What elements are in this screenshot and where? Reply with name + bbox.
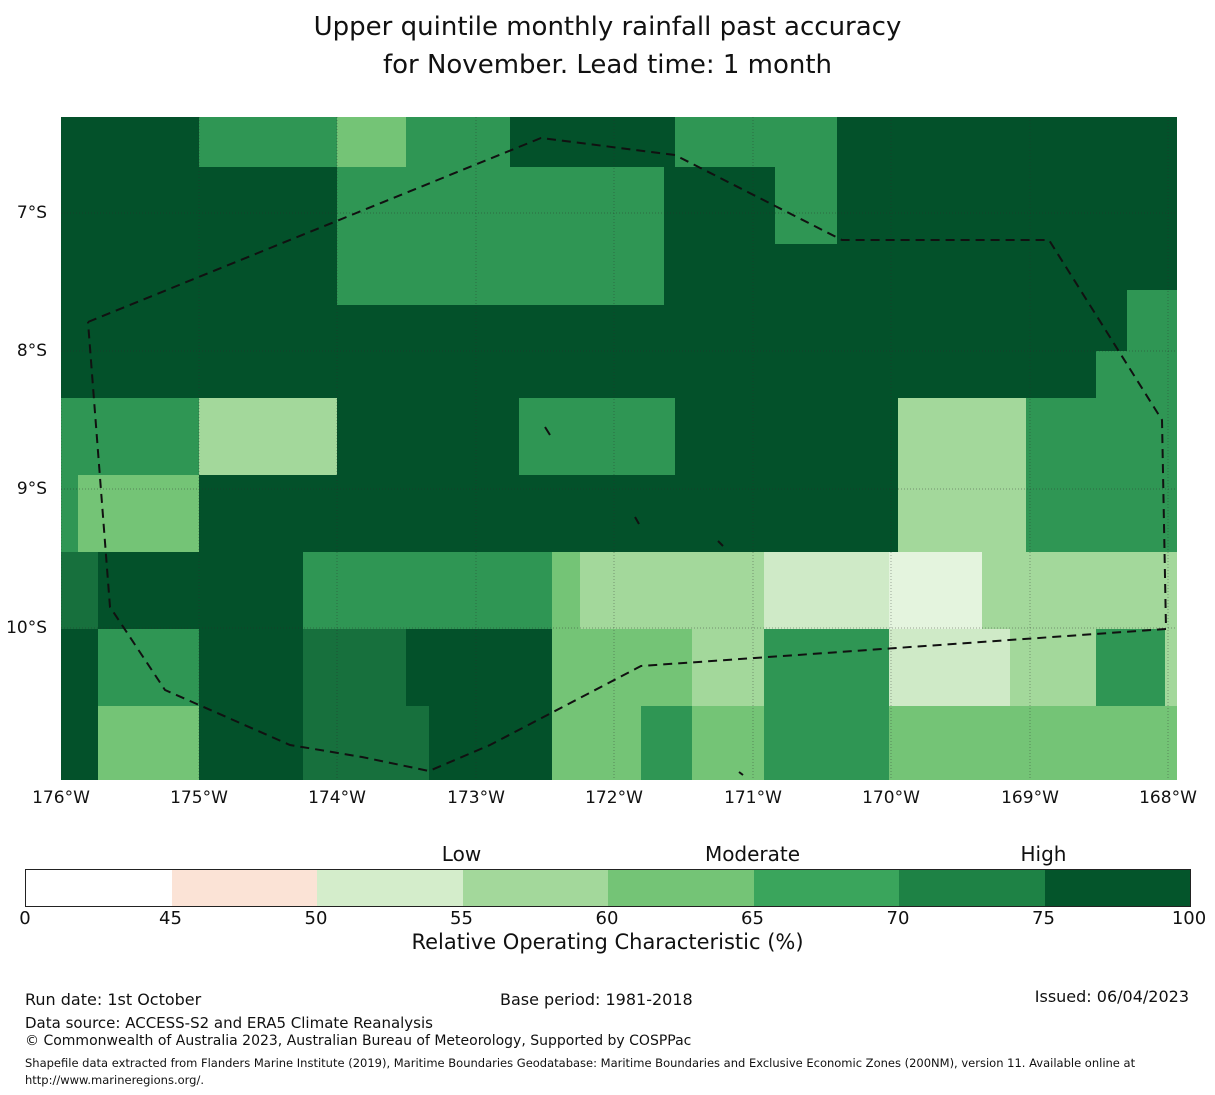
island-mark xyxy=(634,516,640,525)
colorbar-tick-label: 75 xyxy=(1032,908,1055,929)
island-mark xyxy=(544,426,551,436)
x-tick-label: 169°W xyxy=(1001,788,1059,808)
heatmap-cell xyxy=(519,398,675,475)
shapefile-attribution-line2: http://www.marineregions.org/. xyxy=(25,1073,204,1087)
colorbar xyxy=(25,869,1191,907)
x-tick-label: 172°W xyxy=(585,788,643,808)
colorbar-tick-label: 70 xyxy=(886,908,910,929)
y-tick-label: 7°S xyxy=(16,203,47,223)
heatmap-cell xyxy=(199,117,337,167)
colorbar-tick-label: 50 xyxy=(304,908,328,929)
data-source-text: Data source: ACCESS-S2 and ERA5 Climate … xyxy=(25,1014,433,1032)
heatmap-cell xyxy=(61,475,78,552)
colorbar-category-label: Moderate xyxy=(704,842,801,866)
heatmap-cell xyxy=(675,117,837,167)
island-mark xyxy=(717,540,724,547)
base-period-text: Base period: 1981-2018 xyxy=(500,990,693,1009)
y-tick-label: 10°S xyxy=(6,618,47,638)
heatmap-cell xyxy=(552,629,692,706)
shapefile-attribution-line1: Shapefile data extracted from Flanders M… xyxy=(25,1056,1136,1070)
colorbar-segment xyxy=(1044,870,1190,906)
heatmap-cell xyxy=(641,706,692,780)
heatmap-cell xyxy=(580,552,764,629)
heatmap-cell xyxy=(764,706,889,780)
eez-boundary-dashed-line xyxy=(87,136,1168,773)
colorbar-segment xyxy=(462,870,608,906)
chart-title-line1: Upper quintile monthly rainfall past acc… xyxy=(313,12,902,42)
colorbar-segment xyxy=(899,870,1045,906)
heatmap-cell xyxy=(406,117,510,167)
heatmap-cell xyxy=(1096,351,1127,552)
heatmap-cell xyxy=(764,629,889,706)
x-tick-label: 171°W xyxy=(724,788,782,808)
run-date-text: Run date: 1st October xyxy=(25,990,202,1009)
heatmap-cell xyxy=(337,244,664,305)
colorbar-segment xyxy=(608,870,754,906)
heatmap-cell xyxy=(98,706,199,780)
heatmap-cell xyxy=(889,552,982,629)
heatmap-cell xyxy=(303,706,429,780)
heatmap-cell xyxy=(337,117,406,167)
heatmap-cell xyxy=(889,706,1177,780)
map-heatmap xyxy=(61,117,1177,780)
heatmap-cell xyxy=(692,629,764,706)
copyright-text: © Commonwealth of Australia 2023, Austra… xyxy=(25,1033,692,1049)
colorbar-segment xyxy=(317,870,463,906)
heatmap-cell xyxy=(303,629,406,706)
x-tick-label: 173°W xyxy=(447,788,505,808)
heatmap-cell xyxy=(889,629,1010,706)
colorbar-category-label: Low xyxy=(441,842,482,866)
colorbar-segment xyxy=(171,870,317,906)
colorbar-tick-label: 45 xyxy=(159,908,182,929)
colorbar-tick-label: 0 xyxy=(19,908,31,929)
heatmap-cell xyxy=(775,167,837,244)
heatmap-cell xyxy=(337,167,664,244)
heatmap-cell xyxy=(1026,398,1096,552)
heatmap-cell xyxy=(982,552,1177,629)
x-tick-label: 170°W xyxy=(862,788,920,808)
colorbar-category-label: High xyxy=(1020,842,1067,866)
colorbar-tick-label: 55 xyxy=(450,908,473,929)
colorbar-segment xyxy=(26,870,172,906)
map-svg xyxy=(61,117,1177,780)
heatmap-cell xyxy=(61,398,199,475)
issued-date-text: Issued: 06/04/2023 xyxy=(1034,987,1189,1006)
heatmap-cell xyxy=(1127,290,1177,552)
chart-title: Upper quintile monthly rainfall past acc… xyxy=(0,8,1215,84)
heatmap-cell xyxy=(552,706,641,780)
heatmap-cell xyxy=(692,706,764,780)
x-tick-label: 174°W xyxy=(308,788,366,808)
chart-title-line2: for November. Lead time: 1 month xyxy=(382,50,833,80)
heatmap-cell xyxy=(898,398,1026,552)
heatmap-cell xyxy=(78,475,199,552)
x-tick-label: 168°W xyxy=(1139,788,1197,808)
heatmap-cell xyxy=(552,552,580,629)
heatmap-cell xyxy=(61,552,98,629)
heatmap-cell xyxy=(199,398,337,475)
colorbar-tick-label: 100 xyxy=(1171,908,1207,929)
y-tick-label: 8°S xyxy=(16,341,47,361)
heatmap-cell xyxy=(303,552,552,629)
heatmap-cell xyxy=(764,552,889,629)
heatmap-cell xyxy=(1165,629,1177,706)
heatmap-cell xyxy=(98,629,199,706)
x-tick-label: 175°W xyxy=(170,788,228,808)
colorbar-tick-label: 65 xyxy=(741,908,764,929)
x-tick-label: 176°W xyxy=(32,788,90,808)
y-tick-label: 9°S xyxy=(16,479,47,499)
heatmap-cell xyxy=(1096,629,1165,706)
island-mark xyxy=(738,771,744,776)
colorbar-title: Relative Operating Characteristic (%) xyxy=(411,930,804,954)
colorbar-segment xyxy=(753,870,899,906)
colorbar-tick-label: 60 xyxy=(595,908,619,929)
heatmap-cell xyxy=(1010,629,1096,706)
